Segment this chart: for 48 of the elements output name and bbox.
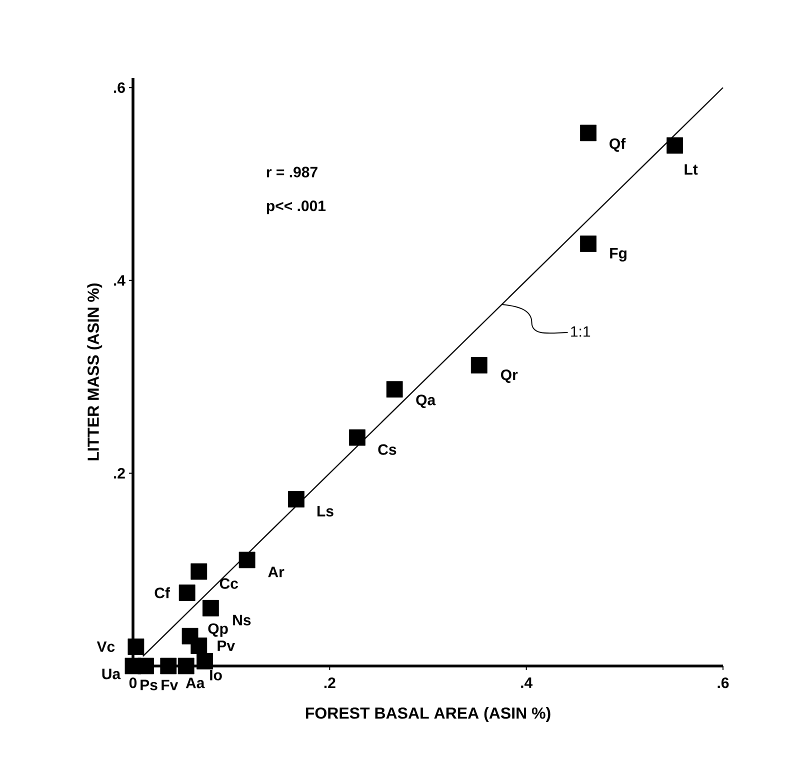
point bbox=[178, 658, 194, 674]
annotation: Ps bbox=[140, 680, 158, 690]
annotation: Fv bbox=[162, 680, 178, 690]
annotation: Ar bbox=[268, 566, 284, 578]
annotation: Cs bbox=[378, 444, 396, 455]
annotation: Fg bbox=[610, 248, 626, 262]
point bbox=[386, 381, 403, 398]
annotation: Vc bbox=[96, 641, 115, 652]
y-tick-label: .6 bbox=[114, 82, 125, 93]
annotation: Lt bbox=[684, 164, 698, 175]
point bbox=[190, 638, 208, 654]
y-tick-label: .2 bbox=[114, 468, 125, 478]
annotation: Pv bbox=[218, 640, 235, 651]
point bbox=[349, 429, 366, 446]
point bbox=[160, 658, 177, 674]
annotation: Qa bbox=[416, 394, 436, 408]
point bbox=[580, 124, 596, 142]
annotation: r = .987 bbox=[266, 166, 318, 178]
point bbox=[190, 563, 208, 580]
point bbox=[196, 652, 213, 670]
point bbox=[124, 658, 142, 674]
annotation: Qp bbox=[208, 623, 228, 637]
annotation: Ua bbox=[102, 668, 121, 680]
x-tick-label: .2 bbox=[324, 678, 336, 688]
annotation: Cf bbox=[154, 587, 170, 598]
point bbox=[666, 137, 684, 154]
annotation: Io bbox=[210, 670, 222, 680]
point bbox=[580, 236, 596, 252]
x-tick-label: .4 bbox=[521, 678, 533, 688]
point bbox=[202, 600, 219, 616]
annotation: Qr bbox=[500, 370, 518, 383]
annotation: p<< .001 bbox=[266, 200, 326, 214]
y-axis-title: LITTER MASS (ASIN %) bbox=[87, 283, 102, 460]
point bbox=[128, 638, 144, 655]
point bbox=[238, 552, 256, 568]
annotation: 1:1 bbox=[571, 326, 590, 337]
annotation: Cc bbox=[220, 578, 238, 589]
point bbox=[470, 357, 488, 374]
annotation: Ns bbox=[233, 614, 251, 626]
x-tick-label: 0 bbox=[129, 678, 137, 688]
y-tick-label: .4 bbox=[114, 275, 126, 286]
point bbox=[288, 491, 304, 508]
x-axis-title: FOREST BASAL AREA (ASIN %) bbox=[306, 707, 550, 722]
point bbox=[178, 584, 196, 601]
annotation: Ls bbox=[317, 506, 334, 516]
annotation: Qf bbox=[610, 138, 626, 152]
annotation: Aa bbox=[186, 678, 205, 688]
x-tick-label: .6 bbox=[718, 678, 729, 688]
